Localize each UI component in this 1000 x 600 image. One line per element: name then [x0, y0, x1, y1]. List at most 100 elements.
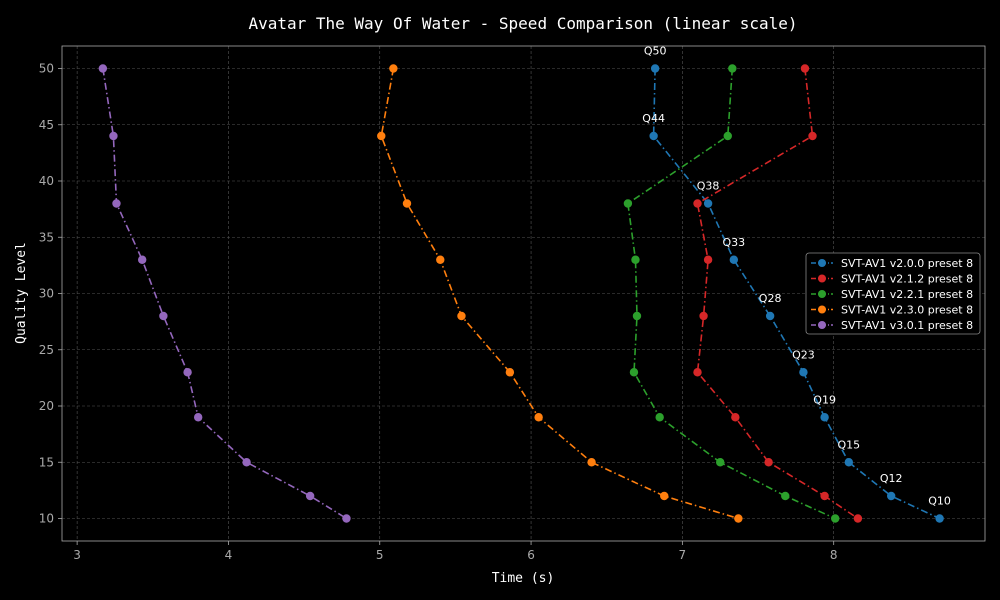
data-point — [342, 514, 351, 523]
legend-entry: SVT-AV1 v2.3.0 preset 8 — [811, 304, 973, 317]
data-point — [655, 413, 664, 422]
data-point — [935, 514, 944, 523]
x-tick-label: 7 — [679, 548, 687, 562]
data-point — [716, 458, 725, 467]
legend-label: SVT-AV1 v2.1.2 preset 8 — [841, 273, 973, 286]
data-point — [377, 131, 386, 141]
y-axis-label: Quality Level — [14, 242, 29, 344]
data-point — [649, 131, 658, 141]
data-point — [112, 199, 121, 208]
data-point — [632, 311, 642, 321]
y-tick-label: 10 — [39, 512, 54, 526]
data-point — [799, 368, 808, 377]
x-tick-label: 3 — [73, 548, 81, 562]
x-tick-label: 6 — [527, 548, 535, 562]
legend-entry: SVT-AV1 v3.0.1 preset 8 — [811, 319, 973, 332]
data-point — [587, 458, 596, 467]
y-tick-label: 40 — [39, 174, 54, 188]
data-point — [159, 311, 168, 321]
data-point — [629, 368, 639, 377]
data-point — [693, 199, 702, 208]
data-point — [820, 413, 829, 422]
data-point — [305, 491, 315, 501]
data-point — [109, 131, 118, 141]
data-point — [137, 255, 147, 264]
legend-entry: SVT-AV1 v2.0.0 preset 8 — [811, 257, 973, 270]
y-tick-label: 30 — [39, 287, 54, 301]
legend-swatch-marker — [818, 290, 826, 298]
y-tick-label: 45 — [39, 118, 54, 132]
y-tick-label: 20 — [39, 399, 54, 413]
x-axis-label: Time (s) — [492, 571, 555, 586]
data-point — [457, 311, 466, 321]
series-1 — [649, 64, 944, 523]
data-point — [534, 413, 543, 422]
legend-entry: SVT-AV1 v2.2.1 preset 8 — [811, 288, 973, 301]
quality-annotation: Q44 — [642, 112, 665, 125]
series-line — [652, 68, 940, 520]
legend-swatch-marker — [818, 274, 826, 283]
data-point — [729, 255, 739, 264]
legend-label: SVT-AV1 v2.3.0 preset 8 — [841, 304, 973, 317]
quality-annotation: Q15 — [837, 438, 860, 451]
legend-swatch-marker — [818, 321, 826, 329]
legend-swatch-marker — [818, 305, 826, 314]
series-4 — [377, 64, 743, 523]
y-tick-label: 50 — [39, 62, 54, 76]
data-point — [808, 131, 817, 141]
x-tick-label: 5 — [376, 548, 384, 562]
data-point — [183, 368, 192, 377]
quality-annotation: Q10 — [928, 495, 951, 508]
data-point — [623, 199, 633, 208]
series-line — [696, 68, 859, 520]
y-tick-label: 25 — [39, 343, 54, 357]
data-point — [765, 311, 775, 321]
legend-label: SVT-AV1 v2.2.1 preset 8 — [841, 288, 973, 301]
y-tick-label: 35 — [39, 230, 54, 244]
series-line — [627, 68, 836, 520]
data-point — [781, 491, 790, 501]
series-2 — [693, 64, 863, 523]
series-line — [380, 68, 739, 520]
series-5 — [98, 64, 351, 523]
annotation-layer: Q50 Q44 Q38 Q33 Q28 Q23 Q19 Q15 Q12 Q10 — [642, 45, 951, 508]
data-point — [436, 255, 445, 264]
grid — [62, 46, 985, 541]
series-layer — [98, 64, 944, 523]
data-point — [731, 413, 740, 422]
data-point — [703, 255, 713, 264]
data-point — [660, 491, 669, 501]
legend-swatch-marker — [818, 259, 826, 267]
y-tick-label: 15 — [39, 455, 54, 469]
legend-entry: SVT-AV1 v2.1.2 preset 8 — [811, 273, 973, 286]
data-point — [389, 64, 398, 73]
data-point — [800, 64, 810, 73]
data-point — [699, 311, 708, 321]
series-line — [102, 68, 347, 520]
quality-annotation: Q28 — [759, 292, 782, 305]
quality-annotation: Q23 — [792, 348, 815, 361]
data-point — [723, 131, 732, 141]
data-point — [193, 413, 203, 422]
data-point — [631, 255, 640, 264]
x-tick-label: 4 — [225, 548, 233, 562]
quality-annotation: Q19 — [813, 393, 836, 406]
legend-box — [805, 252, 981, 335]
chart-title: Avatar The Way Of Water - Speed Comparis… — [248, 14, 797, 33]
data-point — [650, 64, 660, 73]
quality-annotation: Q33 — [722, 236, 745, 249]
data-point — [693, 368, 702, 377]
series-3 — [623, 64, 840, 523]
data-point — [505, 368, 515, 377]
quality-annotation: Q12 — [880, 472, 903, 485]
data-point — [764, 458, 773, 467]
data-point — [853, 514, 863, 523]
data-point — [402, 199, 412, 208]
data-point — [703, 199, 713, 208]
data-point — [831, 514, 840, 523]
data-point — [98, 64, 108, 73]
legend-label: SVT-AV1 v2.0.0 preset 8 — [841, 257, 973, 270]
data-point — [820, 491, 829, 501]
